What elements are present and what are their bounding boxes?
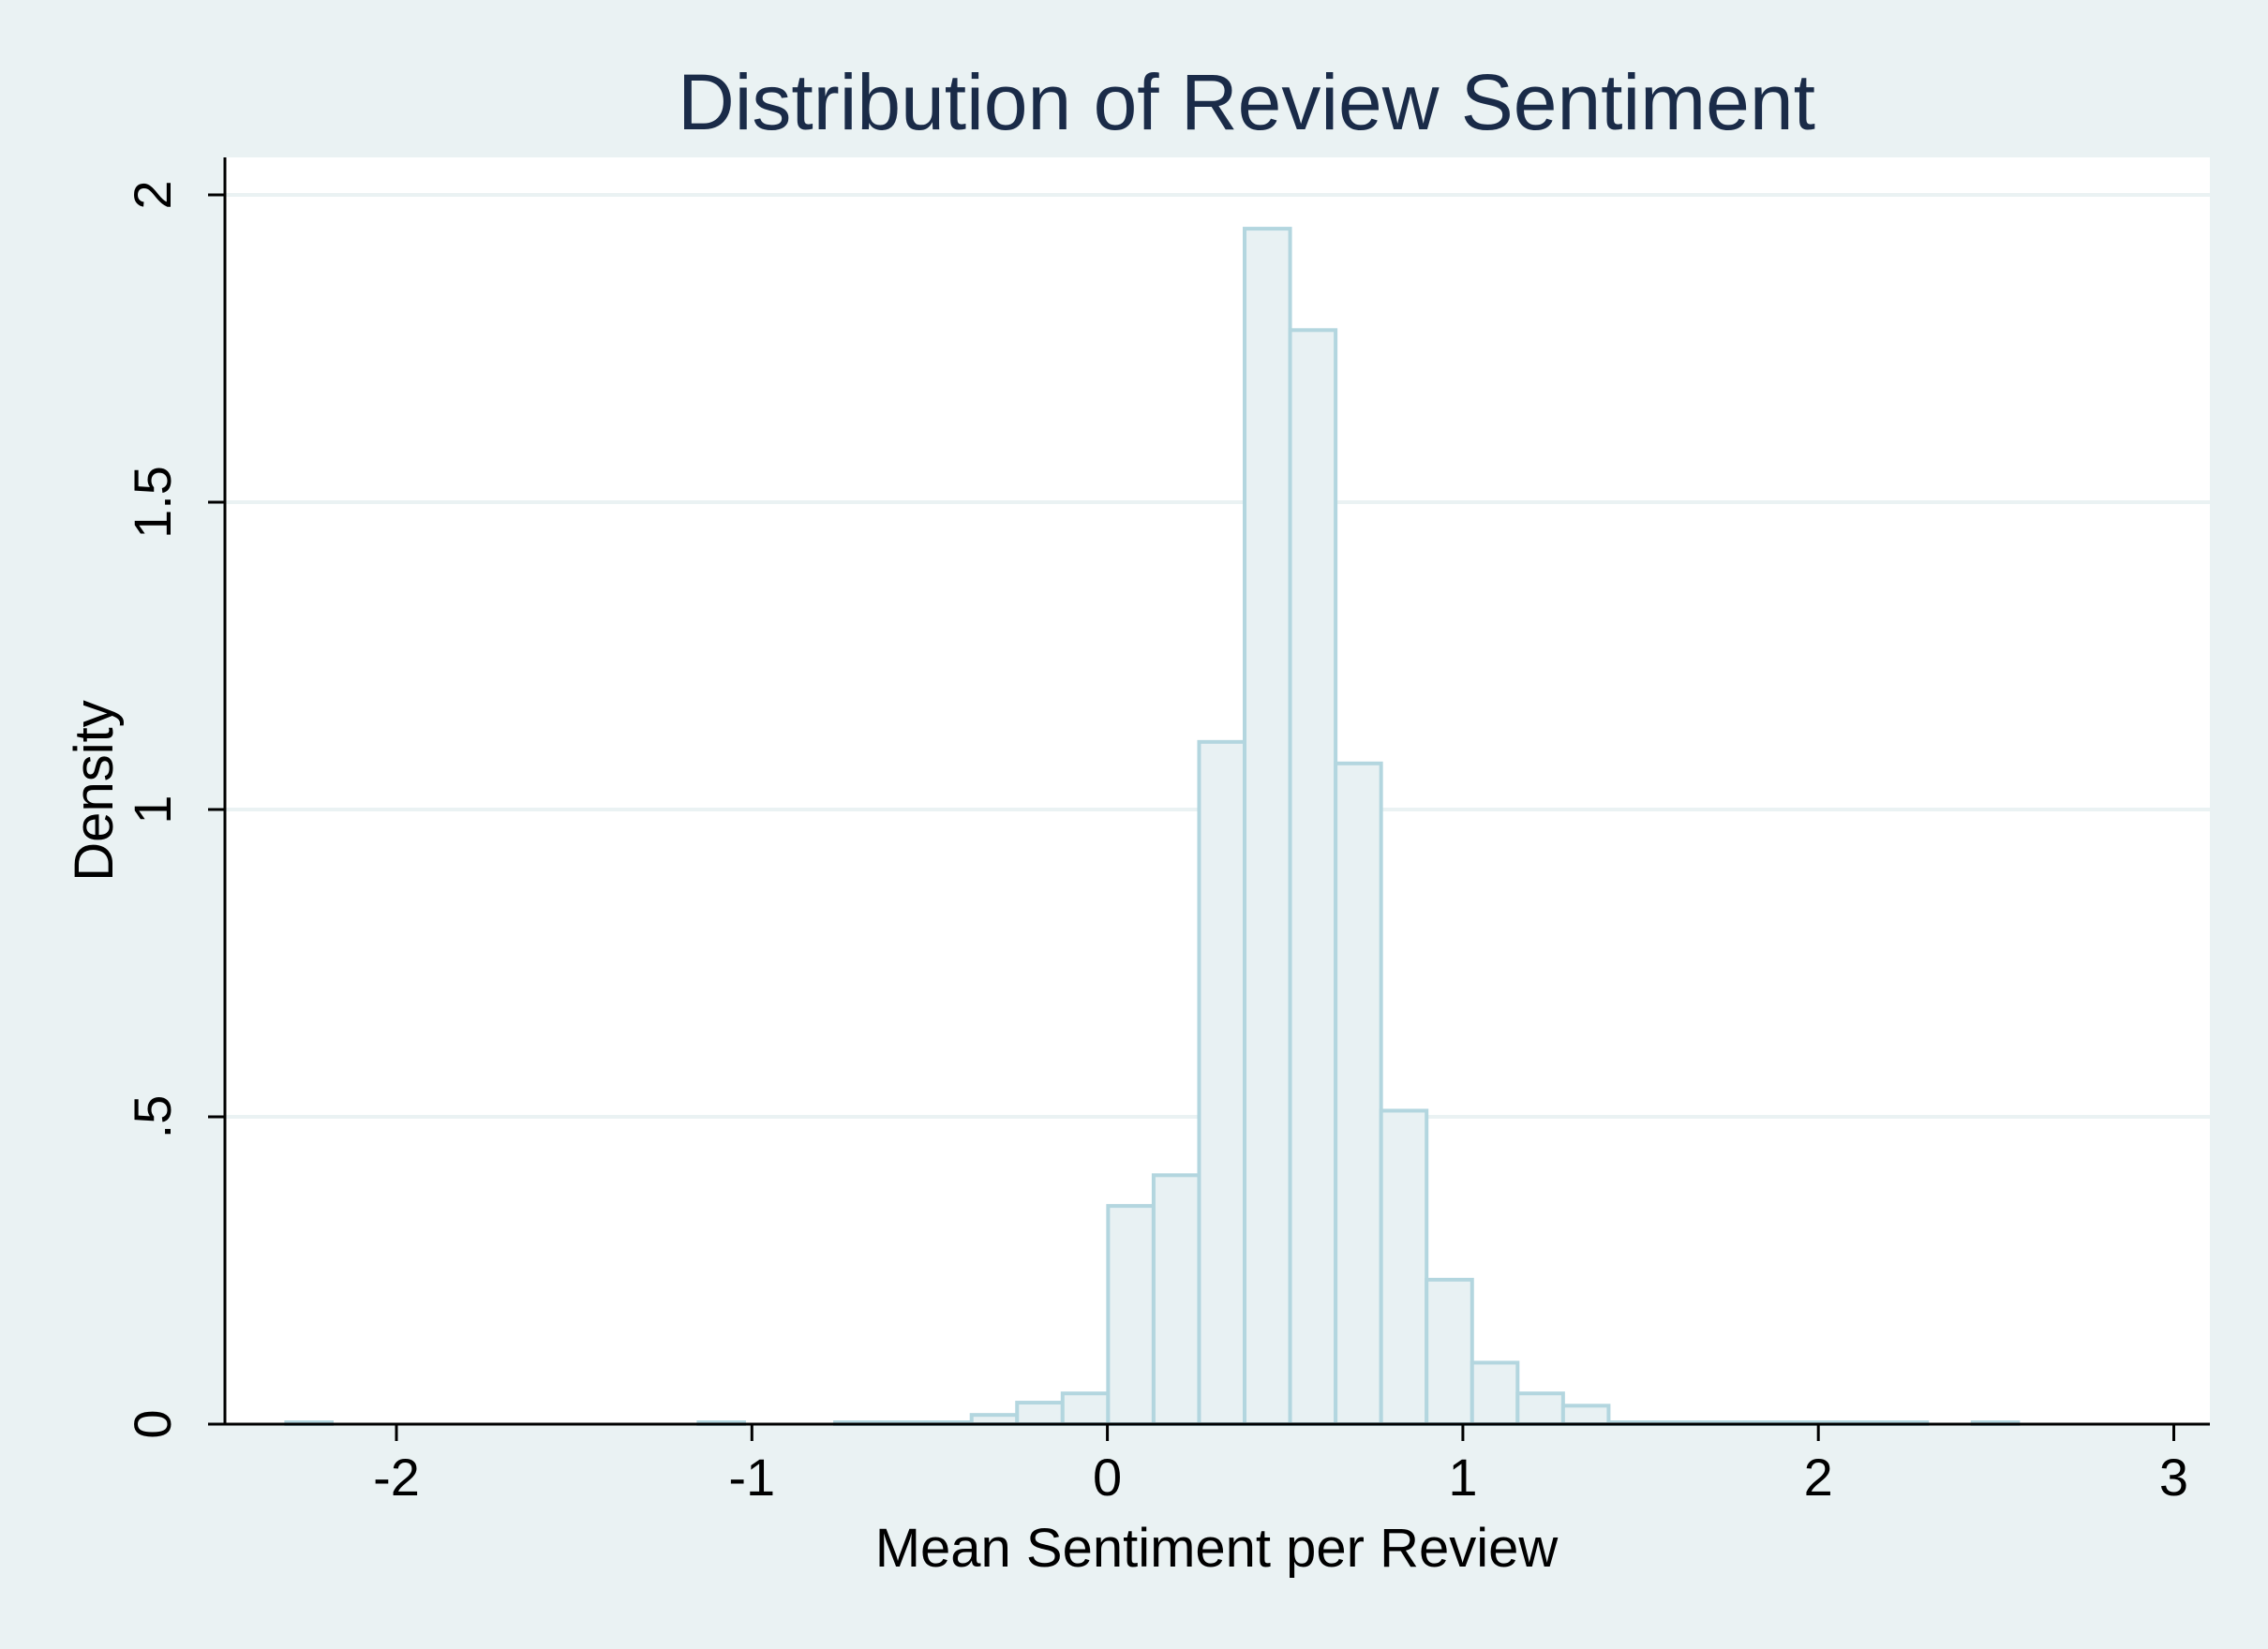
x-tick-label-2: 0	[1093, 1448, 1122, 1507]
x-tick-label-5: 3	[2159, 1448, 2188, 1507]
histogram-bar-14	[1379, 1108, 1429, 1426]
y-tick-label-0: 0	[123, 1409, 182, 1438]
histogram-bar-10	[1197, 739, 1247, 1426]
histogram-bar-15	[1425, 1277, 1474, 1426]
histogram-bar-18	[1560, 1404, 1611, 1426]
chart-title: Distribution of Review Sentiment	[678, 58, 1815, 146]
x-tick-label-0: -2	[373, 1448, 420, 1507]
histogram-bar-12	[1288, 328, 1338, 1427]
histogram-bar-13	[1334, 761, 1383, 1426]
y-tick-label-3: 1.5	[123, 466, 182, 539]
y-tick-label-2: 1	[123, 795, 182, 824]
x-tick-label-3: 1	[1448, 1448, 1477, 1507]
x-tick-label-4: 2	[1804, 1448, 1833, 1507]
x-axis-label: Mean Sentiment per Review	[875, 1518, 1559, 1579]
y-axis-label: Density	[64, 700, 125, 881]
y-axis-ticks: 0 .5 1 1.5 2	[123, 180, 225, 1439]
y-tick-label-4: 2	[123, 180, 182, 209]
histogram-bar-8	[1106, 1204, 1156, 1426]
histogram-bar-9	[1151, 1173, 1201, 1426]
y-tick-label-1: .5	[123, 1095, 182, 1139]
x-axis-ticks: -2 -1 0 1 2 3	[373, 1424, 2188, 1507]
histogram-bar-11	[1243, 227, 1292, 1427]
histogram-bar-17	[1515, 1391, 1565, 1426]
histogram-bar-6	[1015, 1401, 1065, 1427]
histogram-bar-16	[1470, 1360, 1520, 1427]
histogram-bar-7	[1060, 1391, 1111, 1426]
x-tick-label-1: -1	[728, 1448, 775, 1507]
